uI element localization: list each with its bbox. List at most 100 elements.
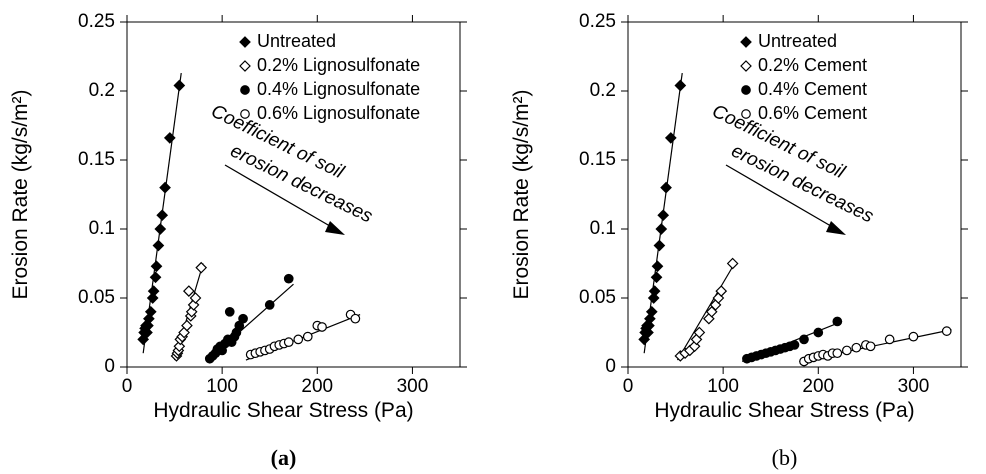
legend-label: 0.4% Lignosulfonate [257,79,420,99]
data-point [142,319,154,332]
data-point [350,313,361,324]
data-point [832,348,843,359]
data-point [653,239,666,252]
data-point [264,300,275,310]
legend-label: 0.2% Cement [758,55,867,75]
data-point [941,326,952,336]
data-point [189,292,202,304]
legend-label: 0.6% Cement [758,103,867,123]
x-axis-label: Hydraulic Shear Stress (Pa) [654,399,914,422]
data-point [660,181,672,194]
data-point [726,257,739,270]
y-tick-label: 0.05 [78,287,115,308]
legend-label: 0.6% Lignosulfonate [257,103,420,123]
y-tick-label: 0.15 [78,149,115,170]
data-point [173,340,186,353]
data-point [152,239,165,252]
x-tick-label: 100 [707,376,739,397]
data-point [715,285,728,297]
data-point [789,340,800,350]
data-point [173,79,186,92]
legend-marker [740,36,752,48]
data-point [884,334,895,345]
legend-marker [741,109,751,119]
legend-marker [240,85,250,95]
annotation-arrow [224,164,336,230]
y-tick-label: 0.2 [89,80,115,101]
legend-marker [240,109,250,119]
data-point [655,223,668,235]
data-point [182,285,195,297]
data-point [163,132,176,144]
data-point [648,285,661,297]
data-point [159,181,171,194]
annotation-arrowhead [826,221,846,235]
data-point [645,305,658,318]
legend-label: 0.2% Lignosulfonate [257,55,420,75]
data-point [302,331,313,342]
data-point [224,306,235,317]
y-tick-label: 0.25 [78,11,115,32]
x-tick-label: 100 [206,376,238,397]
data-point [642,326,654,339]
data-point [293,334,304,345]
y-tick-label: 0.05 [579,287,616,308]
data-point [813,327,824,338]
x-tick-label: 200 [802,376,834,397]
legend-label: Untreated [257,31,336,51]
x-tick-label: 0 [623,376,634,397]
data-point [156,209,169,222]
data-point [195,261,208,274]
data-point [908,331,919,342]
x-tick-label: 300 [898,376,930,397]
data-point [238,313,248,324]
annotation-arrow [725,164,837,230]
legend-marker [239,36,251,48]
data-point [674,79,687,92]
legend-marker [741,85,751,95]
data-point [657,209,670,222]
data-point [851,342,862,353]
legend-label: Untreated [758,31,837,51]
x-tick-label: 0 [122,376,133,397]
data-point [147,285,160,297]
annotation-arrowhead [325,221,345,235]
y-tick-label: 0.1 [89,218,115,239]
y-tick-label: 0.2 [590,80,616,101]
y-tick-label: 0 [104,356,115,377]
data-point [832,316,843,327]
data-point [150,260,163,273]
data-point [841,345,852,356]
legend-marker [740,60,752,72]
data-point [651,260,664,273]
data-point [647,292,660,304]
y-tick-label: 0 [605,356,616,377]
x-tick-label: 300 [397,376,429,397]
x-tick-label: 200 [301,376,333,397]
panel-label: (a) [271,445,297,470]
y-tick-label: 0.25 [579,11,616,32]
data-point [643,319,655,332]
data-point [693,326,706,339]
data-point [154,223,167,235]
y-tick-label: 0.15 [579,149,616,170]
y-tick-label: 0.1 [590,218,616,239]
data-point [317,322,327,332]
data-point [650,271,663,284]
panel-label: (b) [772,445,798,470]
legend-label: 0.4% Cement [758,79,867,99]
data-point [181,319,193,332]
plot-frame [126,21,461,368]
data-point [149,271,162,284]
data-point [664,132,677,144]
data-point [799,334,809,345]
data-point [283,273,294,284]
data-point [141,326,153,339]
y-axis-label: Erosion Rate (kg/s/m²) [510,89,533,299]
data-point [865,341,876,352]
plot-frame [627,21,962,368]
x-axis-label: Hydraulic Shear Stress (Pa) [153,399,413,422]
data-point [146,292,159,304]
data-point [144,305,157,318]
